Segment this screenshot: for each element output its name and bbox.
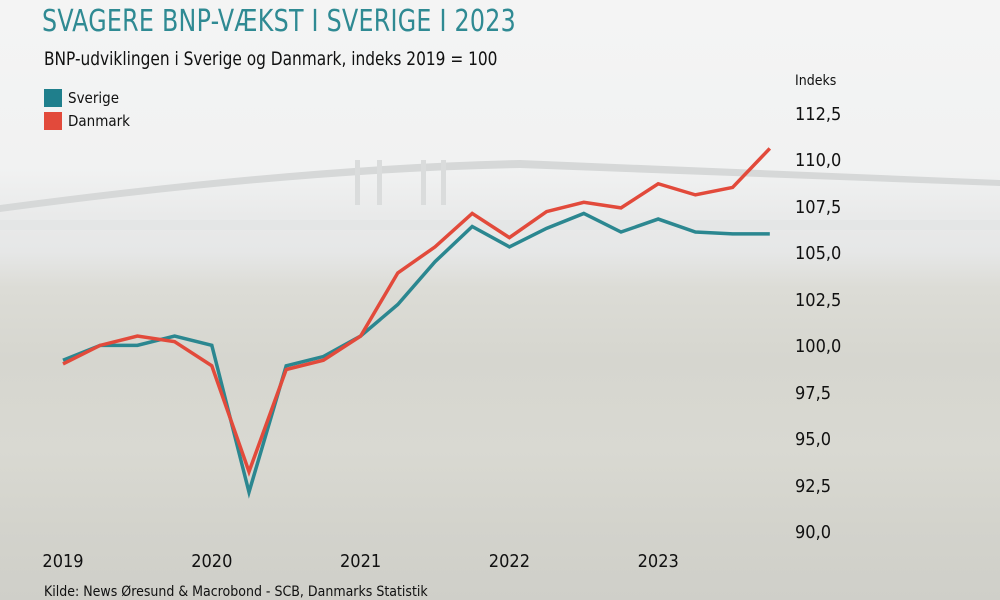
legend-swatch-danmark <box>44 111 62 130</box>
legend-item-danmark: Danmark <box>44 109 130 132</box>
x-tick-label: 2022 <box>488 551 530 572</box>
x-tick-label: 2020 <box>191 551 233 572</box>
y-tick-label: 95,0 <box>795 429 832 451</box>
y-tick-label: 97,5 <box>795 382 832 404</box>
bridge-background <box>0 160 1000 230</box>
series-line-danmark <box>62 147 772 477</box>
x-tick-label: 2023 <box>637 551 679 572</box>
y-tick-label: 90,0 <box>795 522 832 543</box>
x-tick-label: 2021 <box>339 551 382 572</box>
y-axis-label: Indeks <box>795 73 837 89</box>
legend-label: Danmark <box>68 111 130 130</box>
legend-swatch-sverige <box>44 88 62 107</box>
chart-title: SVAGERE BNP-VÆKST I SVERIGE I 2023 <box>42 4 517 39</box>
legend: Sverige Danmark <box>44 86 130 132</box>
legend-label: Sverige <box>68 88 120 107</box>
chart-subtitle: BNP-udviklingen i Sverige og Danmark, in… <box>44 48 498 70</box>
y-tick-label: 102,5 <box>795 289 842 311</box>
y-tick-label: 107,5 <box>795 196 842 218</box>
y-tick-label: 110,0 <box>795 150 842 172</box>
y-tick-label: 105,0 <box>795 243 842 265</box>
y-tick-label: 92,5 <box>795 475 832 497</box>
x-tick-label: 2019 <box>42 551 84 572</box>
legend-item-sverige: Sverige <box>44 86 130 109</box>
series-line-sverige <box>62 211 770 499</box>
source-note: Kilde: News Øresund & Macrobond - SCB, D… <box>44 584 428 600</box>
y-tick-label: 112,5 <box>795 104 842 125</box>
y-tick-label: 100,0 <box>795 336 842 358</box>
